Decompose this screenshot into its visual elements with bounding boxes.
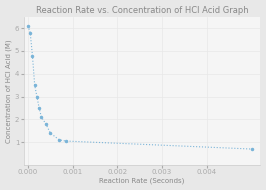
Title: Reaction Rate vs. Concentration of HCl Acid Graph: Reaction Rate vs. Concentration of HCl A… <box>36 6 248 15</box>
Y-axis label: Concentration of HCl Acid (M): Concentration of HCl Acid (M) <box>6 39 12 143</box>
X-axis label: Reaction Rate (Seconds): Reaction Rate (Seconds) <box>99 178 185 184</box>
